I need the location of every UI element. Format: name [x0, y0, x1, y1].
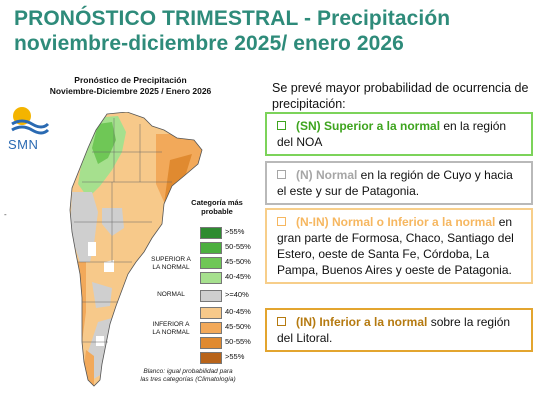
- legend-swatch: [200, 352, 222, 364]
- legend-swatch: [200, 322, 222, 334]
- legend-label: 50-55%: [225, 337, 251, 346]
- map-note: Blanco: igual probabilidad para las tres…: [128, 368, 248, 384]
- summary-item-text: sobre la región del Litoral.: [277, 315, 511, 345]
- smn-logo-text: SMN: [8, 137, 39, 152]
- checkbox-bullet-icon: [277, 170, 286, 179]
- summary-item-normal-o-inferior: (N-IN) Normal o Inferior a la normal en …: [265, 208, 533, 284]
- map-edge-mark: -: [4, 210, 7, 219]
- summary-item-superior: (SN) Superior a la normal en la región d…: [265, 112, 533, 156]
- legend-group-inferior-line-1: INFERIOR A: [152, 321, 190, 328]
- legend-label: 45-50%: [225, 257, 251, 266]
- summary-item-highlight: (SN) Superior a la normal: [296, 119, 441, 133]
- legend-title-line-1: Categoría más: [191, 198, 243, 207]
- summary-item-highlight: (N-IN) Normal o Inferior a la normal: [296, 215, 496, 229]
- legend-label: >55%: [225, 227, 245, 236]
- summary-item-text: en la región de Cuyo y hacia el este y s…: [277, 168, 513, 198]
- legend-label: 40-45%: [225, 307, 251, 316]
- summary-item-inferior: (IN) Inferior a la normal sobre la regió…: [265, 308, 533, 352]
- legend-label: >=40%: [225, 290, 249, 299]
- legend-label: >55%: [225, 352, 245, 361]
- page-title: PRONÓSTICO TRIMESTRAL - Precipitación no…: [14, 6, 534, 56]
- legend-title-line-2: probable: [201, 207, 233, 216]
- smn-logo-icon: [11, 107, 50, 135]
- summary-item-text: en la región del NOA: [277, 119, 507, 149]
- legend-group-inferior: INFERIOR A LA NORMAL: [146, 321, 196, 337]
- summary-intro: Se prevé mayor probabilidad de ocurrenci…: [272, 81, 529, 111]
- legend-label: 50-55%: [225, 242, 251, 251]
- map-note-line-2: las tres categorías (Climatología): [140, 376, 236, 383]
- checkbox-bullet-icon: [277, 217, 286, 226]
- legend-swatch: [200, 290, 222, 302]
- summary-item-text: en gran parte de Formosa, Chaco, Santiag…: [277, 215, 514, 277]
- legend-group-inferior-line-2: LA NORMAL: [152, 329, 190, 336]
- legend-group-superior-line-1: SUPERIOR A: [151, 256, 191, 263]
- summary-item-normal: (N) Normal en la región de Cuyo y hacia …: [265, 161, 533, 205]
- legend-swatch: [200, 307, 222, 319]
- map-title-line-2: Noviembre-Diciembre 2025 / Enero 2026: [49, 86, 212, 96]
- legend-group-superior-line-2: LA NORMAL: [152, 264, 190, 271]
- legend-swatch: [200, 272, 222, 284]
- legend-swatch: [200, 227, 222, 239]
- title-line-2: noviembre-diciembre 2025/ enero 2026: [14, 32, 404, 55]
- legend-group-normal: NORMAL: [157, 291, 185, 298]
- legend-swatch: [200, 257, 222, 269]
- legend-label: 40-45%: [225, 272, 251, 281]
- legend-label: 45-50%: [225, 322, 251, 331]
- legend-title: Categoría más probable: [186, 198, 248, 216]
- legend-group-superior: SUPERIOR A LA NORMAL: [146, 256, 196, 272]
- argentina-forecast-map: [69, 112, 203, 387]
- map-note-line-1: Blanco: igual probabilidad para: [143, 368, 233, 375]
- summary-item-highlight: (N) Normal: [296, 168, 358, 182]
- title-line-1: PRONÓSTICO TRIMESTRAL - Precipitación: [14, 7, 451, 30]
- map-title-line-1: Pronóstico de Precipitación: [74, 75, 187, 85]
- map-title: Pronóstico de Precipitación Noviembre-Di…: [18, 75, 243, 97]
- summary-item-highlight: (IN) Inferior a la normal: [296, 315, 428, 329]
- checkbox-bullet-icon: [277, 121, 286, 130]
- checkbox-bullet-icon: [277, 317, 286, 326]
- legend-swatch: [200, 337, 222, 349]
- legend-swatch: [200, 242, 222, 254]
